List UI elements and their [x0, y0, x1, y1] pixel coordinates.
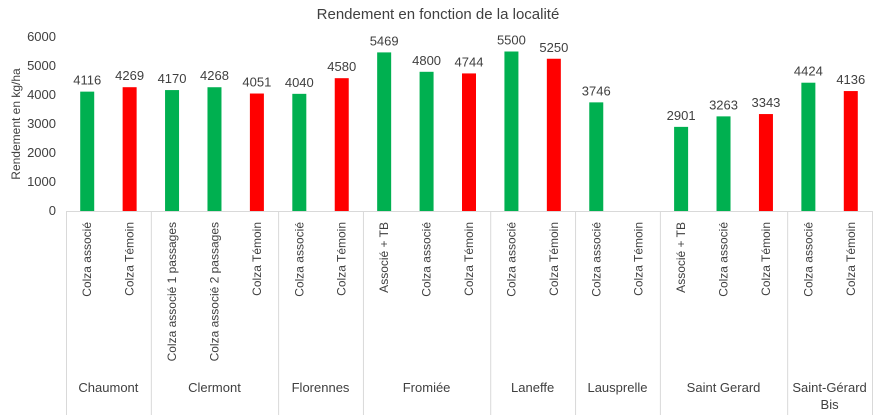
x-category-label: Associé + TB: [377, 222, 391, 293]
x-group-label: Clermont: [188, 380, 241, 395]
data-label: 4051: [242, 75, 271, 90]
x-category-label: Colza associé 1 passages: [165, 222, 179, 361]
x-category-label: Colza Témoin: [123, 222, 137, 296]
x-category-label: Colza associé: [801, 222, 815, 297]
y-tick-label: 6000: [27, 29, 56, 44]
bar-chaumont-0: [80, 91, 95, 211]
y-tick-label: 1000: [27, 174, 56, 189]
bar-saint-g-rard-bis-0: [801, 82, 816, 211]
x-category-label: Colza associé: [589, 222, 603, 297]
x-category-label: Colza Témoin: [250, 222, 264, 296]
x-category-label: Colza associé 2 passages: [207, 222, 221, 361]
data-label: 4116: [73, 73, 101, 88]
x-category-label: Colza associé: [292, 222, 306, 297]
data-label: 4800: [412, 53, 441, 68]
bar-clermont-0: [165, 90, 180, 211]
data-label: 4170: [158, 71, 187, 86]
x-axis: Colza associé Colza Témoin Chaumont Colza a…: [66, 211, 873, 415]
data-label: 5250: [539, 40, 568, 55]
y-tick-label: 0: [49, 203, 56, 218]
x-category-label: Colza Témoin: [844, 222, 858, 296]
bar-chaumont-1: [122, 87, 137, 211]
x-category-label: Colza Témoin: [462, 222, 476, 296]
bar-lausprelle-0: [589, 102, 604, 211]
data-label: 4744: [455, 54, 484, 69]
x-category-label: Colza Témoin: [632, 222, 646, 296]
x-category-label: Colza Témoin: [547, 222, 561, 296]
bar-fromi-e-0: [377, 52, 392, 211]
bar-fromi-e-2: [462, 73, 476, 211]
x-category-label: Colza Témoin: [335, 222, 349, 296]
y-tick-label: 5000: [27, 58, 56, 73]
bar-saint-gerard-0: [674, 126, 689, 211]
bar-saint-gerard-1: [716, 116, 731, 211]
x-category-label: Associé + TB: [674, 222, 688, 293]
x-group-label: Laneffe: [511, 380, 554, 395]
y-tick-label: 3000: [27, 116, 56, 131]
bar-saint-gerard-2: [758, 114, 773, 211]
value-labels-layer: 4116 4269 4170 4268 4051 4040 4580 5469 4800 4744…: [73, 33, 865, 123]
data-label: 4424: [794, 64, 823, 79]
x-category-label: Colza associé: [717, 222, 731, 297]
data-label: 4580: [327, 59, 356, 74]
bar-clermont-2: [249, 93, 264, 211]
x-group-label: Fromiée: [403, 380, 451, 395]
data-label: 3746: [582, 83, 611, 98]
bar-florennes-0: [292, 93, 307, 211]
x-category-label: Colza associé: [504, 222, 518, 297]
data-label: 4040: [285, 75, 314, 90]
data-label: 3343: [751, 95, 780, 110]
y-tick-label: 4000: [27, 87, 56, 102]
x-category-label: Colza associé: [80, 222, 94, 297]
data-label: 4269: [115, 68, 144, 83]
x-category-label: Colza associé: [420, 222, 434, 297]
data-label: 5500: [497, 33, 526, 48]
data-label: 3263: [709, 97, 738, 112]
data-label: 4136: [836, 72, 865, 87]
x-category-label: Colza Témoin: [759, 222, 773, 296]
bar-saint-g-rard-bis-1: [843, 91, 858, 211]
bar-laneffe-0: [504, 51, 519, 211]
y-axis-ticks: 0 1000 2000 3000 4000 5000 6000: [27, 29, 56, 218]
bar-laneffe-1: [546, 58, 561, 211]
bars-layer: [80, 51, 858, 212]
x-group-label: Chaumont: [78, 380, 138, 395]
data-label: 4268: [200, 68, 229, 83]
y-tick-label: 2000: [27, 145, 56, 160]
bar-florennes-1: [334, 78, 349, 212]
bar-fromi-e-1: [419, 71, 434, 211]
data-label: 5469: [370, 33, 399, 48]
x-group-label: Lausprelle: [587, 380, 647, 395]
x-group-label: Saint-Gérard Bis: [792, 380, 866, 412]
x-group-label: Florennes: [292, 380, 350, 395]
bar-clermont-1: [207, 87, 222, 211]
y-axis-label: Rendement en kg/ha: [9, 68, 23, 180]
chart-title: Rendement en fonction de la localité: [317, 6, 560, 23]
data-label: 2901: [667, 108, 696, 123]
x-group-label: Saint Gerard: [687, 380, 761, 395]
